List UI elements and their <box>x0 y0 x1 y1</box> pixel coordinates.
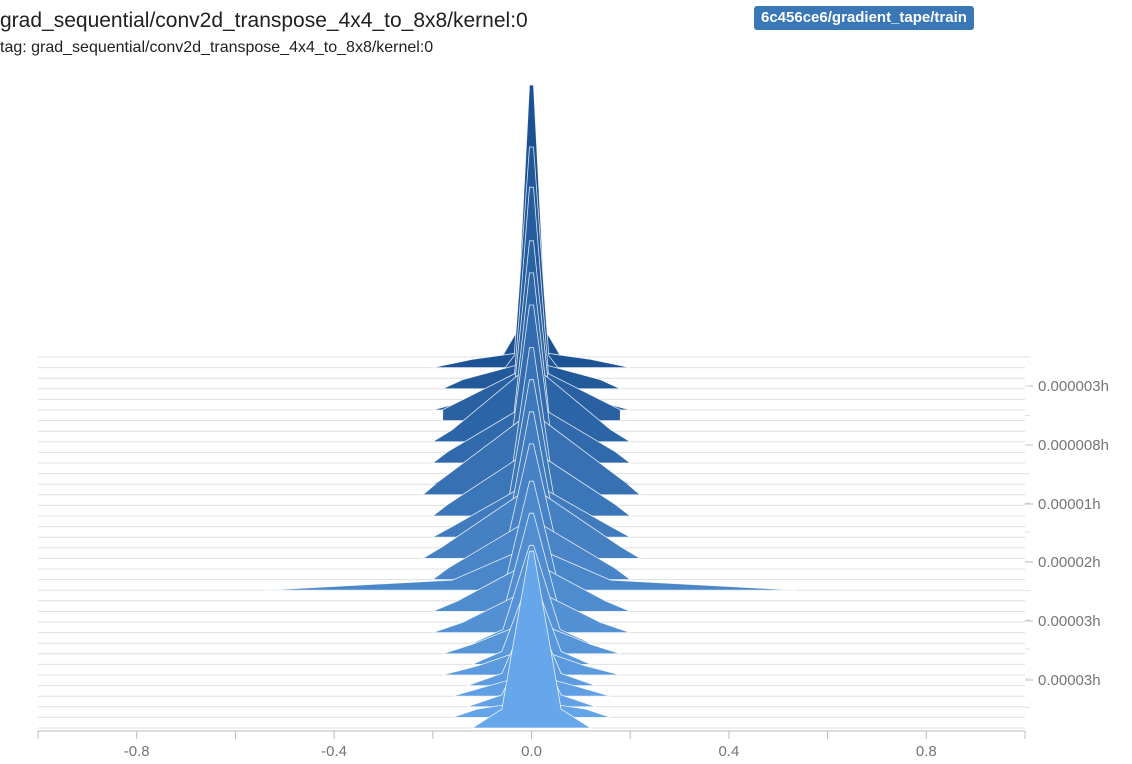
slice-area[interactable] <box>470 550 593 729</box>
y-tick-label: 0.00001h <box>1038 496 1101 513</box>
x-tick-label: 0.0 <box>521 743 542 760</box>
run-badge[interactable]: 6c456ce6/gradient_tape/train <box>754 6 974 30</box>
chart-title: grad_sequential/conv2d_transpose_4x4_to_… <box>0 9 528 32</box>
x-tick-label: 0.4 <box>718 743 739 760</box>
x-axis: -0.8 -0.4 0.0 0.4 0.8 <box>37 730 1026 760</box>
x-tick-label: 0.8 <box>916 743 937 760</box>
y-axis: 0.000003h 0.000008h 0.00001h 0.00002h 0.0000… <box>1025 356 1109 708</box>
y-tick-label: 0.000003h <box>1038 378 1109 395</box>
histogram-slice <box>38 550 1025 729</box>
x-tick-label: -0.8 <box>124 743 150 760</box>
y-tick-label: 0.00002h <box>1038 554 1101 571</box>
y-tick-label: 0.00003h <box>1038 613 1101 630</box>
y-tick-label: 0.000008h <box>1038 437 1109 454</box>
y-tick-label: 0.00003h <box>1038 672 1101 689</box>
histogram-slices <box>38 84 1025 729</box>
chart-tag: tag: grad_sequential/conv2d_transpose_4x… <box>0 39 434 56</box>
x-tick-label: -0.4 <box>321 743 347 760</box>
